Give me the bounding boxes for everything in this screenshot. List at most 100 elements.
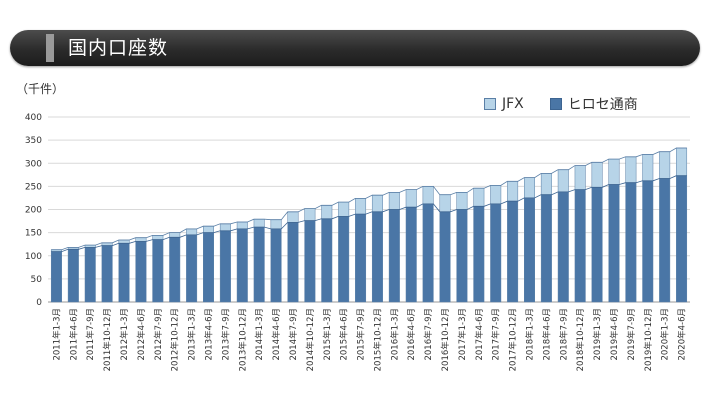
bar-hirose bbox=[574, 189, 586, 303]
bar-hirose bbox=[388, 209, 400, 303]
x-tick-label: 2018年1-3月 bbox=[525, 308, 536, 361]
y-tick-label: 200 bbox=[25, 206, 42, 216]
bar-jfx bbox=[405, 189, 417, 208]
bar-jfx bbox=[642, 154, 654, 182]
x-tick-label: 2011年4-6月 bbox=[68, 308, 79, 361]
bar-jfx bbox=[253, 218, 265, 228]
bar-hirose bbox=[608, 184, 620, 303]
bar-hirose bbox=[203, 232, 214, 303]
bar-jfx bbox=[101, 242, 113, 246]
bar-hirose bbox=[524, 197, 535, 303]
x-tick-label: 2018年4-6月 bbox=[541, 308, 552, 361]
bar-jfx bbox=[676, 147, 688, 176]
bar-hirose bbox=[473, 206, 485, 303]
x-tick-label: 2017年1-3月 bbox=[457, 308, 468, 361]
bar-hirose bbox=[50, 251, 62, 303]
bar-jfx bbox=[219, 223, 231, 232]
bar-jfx bbox=[422, 186, 434, 205]
bar-jfx bbox=[287, 211, 299, 223]
x-tick-label: 2017年10-12月 bbox=[508, 308, 519, 371]
y-tick-label: 50 bbox=[31, 275, 43, 285]
bar-hirose bbox=[186, 234, 198, 303]
bar-jfx bbox=[152, 235, 164, 240]
bar-hirose bbox=[371, 211, 383, 303]
bar-hirose bbox=[676, 175, 688, 303]
bar-hirose bbox=[405, 206, 417, 303]
x-tick-label: 2018年10-12月 bbox=[575, 308, 586, 371]
bar-jfx bbox=[608, 158, 620, 185]
legend-label-jfx: JFX bbox=[502, 96, 524, 112]
x-tick-label: 2013年4-6月 bbox=[204, 308, 215, 361]
x-tick-label: 2011年10-12月 bbox=[102, 308, 113, 371]
y-tick-label: 150 bbox=[25, 229, 42, 239]
x-tick-label: 2014年10-12月 bbox=[305, 308, 316, 371]
bar-jfx bbox=[439, 194, 451, 213]
y-tick-label: 350 bbox=[25, 136, 42, 146]
bar-jfx bbox=[169, 232, 181, 238]
y-tick-label: 250 bbox=[25, 182, 42, 192]
bar-jfx bbox=[135, 237, 147, 242]
legend-item-hirose: ヒロセ通商 bbox=[549, 94, 638, 114]
x-tick-label: 2019年7-9月 bbox=[626, 308, 637, 361]
x-tick-label: 2016年1-3月 bbox=[389, 308, 400, 361]
bar-jfx bbox=[355, 198, 367, 215]
bar-hirose bbox=[321, 218, 333, 303]
bar-hirose bbox=[304, 220, 316, 303]
x-tick-label: 2018年7-9月 bbox=[558, 308, 569, 361]
legend-swatch-hirose bbox=[549, 98, 562, 110]
bar-jfx bbox=[270, 219, 282, 230]
x-tick-label: 2016年7-9月 bbox=[423, 308, 434, 361]
bar-hirose bbox=[135, 241, 147, 303]
bar-jfx bbox=[304, 208, 316, 221]
bar-jfx bbox=[524, 177, 535, 199]
bar-hirose bbox=[642, 180, 654, 303]
x-tick-label: 2013年7-9月 bbox=[220, 308, 231, 361]
series-line-total bbox=[51, 147, 687, 251]
bar-hirose bbox=[591, 187, 603, 303]
bar-hirose bbox=[169, 237, 181, 303]
bar-jfx bbox=[388, 192, 400, 210]
bar-hirose bbox=[338, 216, 350, 303]
legend-swatch-jfx bbox=[484, 98, 496, 110]
bar-jfx bbox=[591, 162, 603, 188]
x-tick-label: 2015年10-12月 bbox=[372, 308, 383, 371]
bar-hirose bbox=[152, 239, 164, 303]
bar-hirose bbox=[236, 228, 248, 303]
bar-jfx bbox=[236, 221, 248, 230]
x-tick-label: 2012年7-9月 bbox=[153, 308, 164, 361]
y-axis-unit-label: （千件） bbox=[16, 82, 65, 96]
bar-hirose bbox=[219, 230, 231, 303]
bar-hirose bbox=[456, 209, 468, 303]
x-tick-label: 2012年1-3月 bbox=[119, 308, 130, 361]
bar-hirose bbox=[101, 245, 113, 303]
bar-jfx bbox=[186, 228, 198, 236]
x-tick-label: 2012年10-12月 bbox=[170, 308, 181, 371]
bar-jfx bbox=[338, 201, 350, 217]
x-tick-label: 2013年10-12月 bbox=[237, 308, 248, 371]
bar-hirose bbox=[422, 203, 434, 303]
x-tick-label: 2020年1-3月 bbox=[660, 308, 671, 361]
x-tick-label: 2015年4-6月 bbox=[339, 308, 350, 361]
bar-hirose bbox=[659, 178, 671, 303]
bar-jfx bbox=[625, 156, 637, 183]
bar-jfx bbox=[507, 181, 519, 202]
bar-hirose bbox=[490, 203, 502, 303]
page-title: 国内口座数 bbox=[68, 37, 169, 59]
x-tick-label: 2019年1-3月 bbox=[592, 308, 603, 361]
x-tick-label: 2012年4-6月 bbox=[136, 308, 147, 361]
x-tick-label: 2014年1-3月 bbox=[254, 308, 265, 361]
bar-hirose bbox=[557, 191, 569, 303]
x-tick-label: 2019年10-12月 bbox=[643, 308, 654, 371]
legend-item-jfx: JFX bbox=[484, 96, 524, 112]
bar-hirose bbox=[270, 228, 282, 303]
bar-hirose bbox=[540, 194, 552, 303]
x-tick-label: 2011年1-3月 bbox=[51, 308, 62, 361]
bar-jfx bbox=[118, 239, 130, 244]
x-tick-label: 2015年1-3月 bbox=[322, 308, 333, 361]
x-tick-label: 2016年10-12月 bbox=[440, 308, 451, 371]
bar-jfx bbox=[557, 169, 569, 193]
x-tick-label: 2017年4-6月 bbox=[474, 308, 485, 361]
bar-jfx bbox=[321, 205, 333, 219]
bar-jfx bbox=[203, 225, 214, 233]
